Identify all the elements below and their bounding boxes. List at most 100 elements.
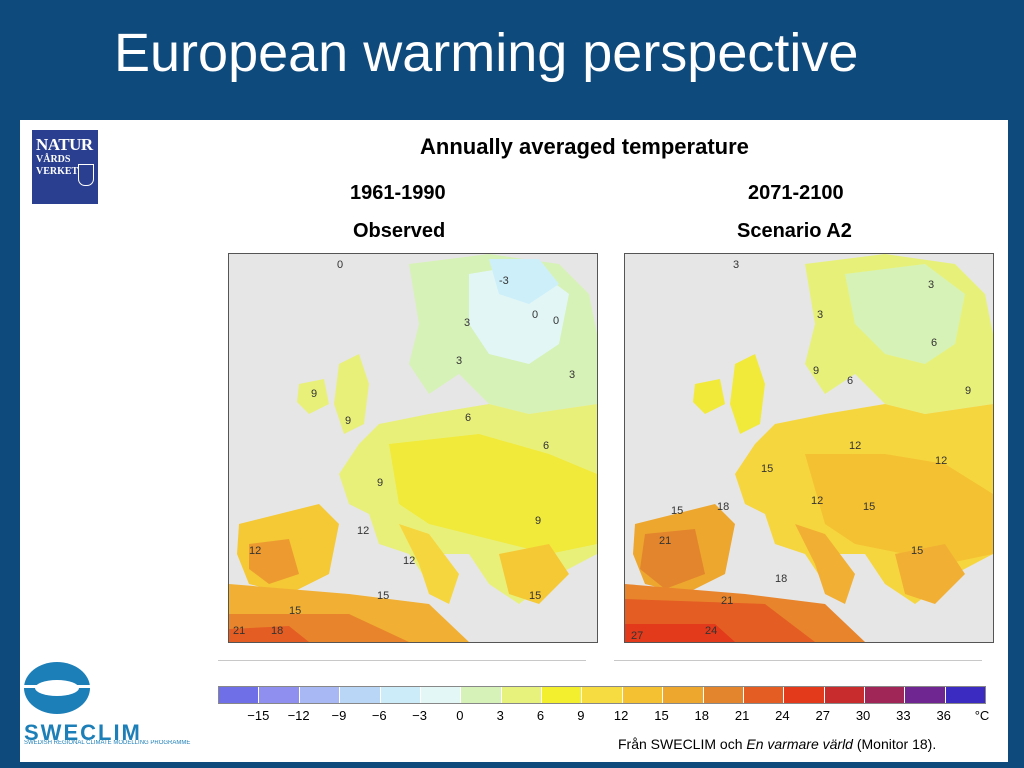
source-credit: Från SWECLIM och En varmare värld (Monit… [618, 736, 936, 752]
logo-text-2: VÅRDS [36, 154, 71, 165]
svg-text:3: 3 [456, 355, 462, 367]
svg-text:12: 12 [403, 555, 415, 567]
scale-tick-label: 0 [456, 708, 464, 723]
svg-text:9: 9 [311, 388, 317, 400]
svg-text:15: 15 [911, 545, 923, 557]
svg-text:3: 3 [733, 259, 739, 271]
sweclim-logo [22, 658, 258, 758]
scale-unit: °C [974, 708, 990, 723]
svg-text:9: 9 [813, 365, 819, 377]
map-observed: -3 0 0 0 3 3 3 6 6 9 9 9 9 12 12 12 15 1… [228, 253, 598, 643]
svg-text:27: 27 [631, 630, 643, 642]
scale-tick-label: 9 [577, 708, 585, 723]
scale-tick-label: 30 [855, 708, 871, 723]
scale-segment [905, 687, 946, 703]
svg-text:12: 12 [811, 495, 823, 507]
slide-title: European warming perspective [114, 23, 859, 83]
sweclim-emblem-icon [24, 662, 90, 714]
scale-tick-label: 33 [896, 708, 911, 723]
scale-segment [743, 687, 785, 703]
scale-tick-label: 21 [734, 708, 750, 723]
map-scenario-svg: 3 3 3 6 9 6 9 12 12 15 15 18 12 15 21 15… [625, 254, 993, 642]
sweclim-subtitle: SWEDISH REGIONAL CLIMATE MODELLING PROGR… [24, 740, 191, 746]
figure-title: Annually averaged temperature [420, 134, 749, 159]
map-observed-svg: -3 0 0 0 3 3 3 6 6 9 9 9 9 12 12 12 15 1… [229, 254, 597, 642]
svg-text:15: 15 [761, 463, 773, 475]
scale-tick-label: −3 [412, 708, 427, 723]
scale-segment [299, 687, 341, 703]
scale-segment [340, 687, 381, 703]
scale-segment [865, 687, 906, 703]
svg-text:15: 15 [529, 590, 541, 602]
svg-text:12: 12 [849, 440, 861, 452]
svg-text:-3: -3 [499, 275, 509, 287]
svg-text:3: 3 [928, 279, 934, 291]
scale-segment [542, 687, 583, 703]
svg-text:21: 21 [721, 595, 733, 607]
svg-text:12: 12 [935, 455, 947, 467]
figure-panel: NATUR VÅRDS VERKET Annually averaged tem… [20, 120, 1008, 762]
svg-text:15: 15 [289, 605, 301, 617]
logo-text-1: NATUR [36, 135, 93, 154]
right-subtitle: Scenario A2 [737, 220, 852, 242]
svg-text:6: 6 [931, 337, 937, 349]
svg-text:9: 9 [377, 477, 383, 489]
scale-segment [784, 687, 825, 703]
scale-tick-label: 15 [654, 708, 669, 723]
svg-text:0: 0 [553, 315, 559, 327]
svg-text:9: 9 [965, 385, 971, 397]
svg-text:9: 9 [535, 515, 541, 527]
svg-text:12: 12 [249, 545, 261, 557]
scale-segment [703, 687, 744, 703]
right-period: 2071-2100 [748, 182, 844, 204]
scale-segment [219, 687, 260, 703]
map-scenario: 3 3 3 6 9 6 9 12 12 15 15 18 12 15 21 15… [624, 253, 994, 643]
svg-text:15: 15 [863, 501, 875, 513]
naturvardsverket-logo: NATUR VÅRDS VERKET [32, 130, 98, 204]
svg-text:0: 0 [337, 259, 343, 271]
scale-tick-label: 18 [694, 708, 710, 723]
scale-tick-label: −12 [287, 708, 310, 723]
svg-text:24: 24 [705, 625, 717, 637]
scale-tick-label: −9 [331, 708, 347, 723]
svg-text:18: 18 [271, 625, 283, 637]
credit-suffix: (Monitor 18). [852, 736, 937, 752]
scale-segment [622, 687, 664, 703]
scale-tick-label: 27 [815, 708, 830, 723]
credit-prefix: Från SWECLIM och [618, 736, 747, 752]
svg-text:6: 6 [543, 440, 549, 452]
scale-tick-label: 3 [496, 708, 504, 723]
divider-left [218, 660, 586, 661]
svg-text:21: 21 [659, 535, 671, 547]
scale-segment [663, 687, 704, 703]
svg-text:12: 12 [357, 525, 369, 537]
svg-text:15: 15 [377, 590, 389, 602]
scale-tick-label: −6 [371, 708, 387, 723]
divider-right [614, 660, 982, 661]
left-period: 1961-1990 [350, 182, 446, 204]
logo-text-3: VERKET [36, 166, 79, 177]
scale-segment [824, 687, 865, 703]
svg-text:18: 18 [717, 501, 729, 513]
scale-tick-label: 12 [613, 708, 629, 723]
svg-text:18: 18 [775, 573, 787, 585]
svg-text:3: 3 [464, 317, 470, 329]
svg-text:0: 0 [532, 309, 538, 321]
scale-segment [501, 687, 542, 703]
scale-segment [380, 687, 421, 703]
svg-text:9: 9 [345, 415, 351, 427]
scale-segment [420, 687, 462, 703]
temperature-color-scale [218, 686, 986, 704]
scale-segment [582, 687, 623, 703]
scale-tick-label: −15 [247, 708, 270, 723]
credit-title: En varmare värld [746, 736, 853, 752]
svg-text:21: 21 [233, 625, 245, 637]
scale-segment [259, 687, 300, 703]
svg-text:3: 3 [817, 309, 823, 321]
scale-tick-label: 24 [775, 708, 790, 723]
svg-text:15: 15 [671, 505, 683, 517]
scale-tick-label: 6 [536, 708, 545, 723]
scale-tick-label: 36 [936, 708, 951, 723]
scale-segment [461, 687, 502, 703]
left-subtitle: Observed [353, 220, 446, 242]
